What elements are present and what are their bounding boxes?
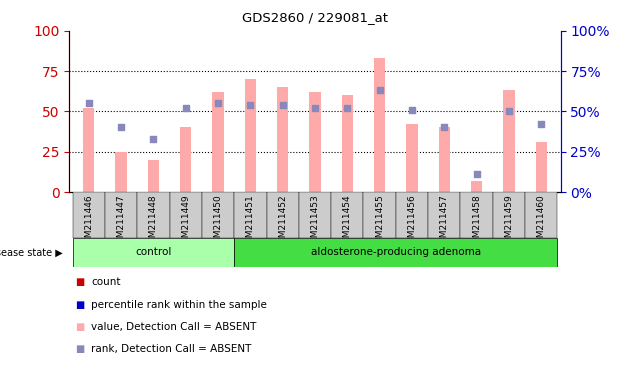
Bar	[493, 192, 525, 238]
Point	[342, 105, 352, 111]
Bar	[202, 192, 234, 238]
Point	[407, 107, 417, 113]
Bar	[374, 58, 386, 192]
Point	[472, 171, 482, 177]
Text: ■: ■	[76, 344, 85, 354]
Point	[504, 108, 514, 114]
Bar	[234, 192, 266, 238]
Text: count: count	[91, 277, 121, 287]
Bar	[396, 192, 428, 238]
Point	[536, 121, 546, 127]
Bar	[536, 142, 547, 192]
Text: percentile rank within the sample: percentile rank within the sample	[91, 300, 267, 310]
Text: ■: ■	[76, 300, 85, 310]
Point	[245, 102, 255, 108]
Bar	[83, 108, 94, 192]
Text: GSM211457: GSM211457	[440, 194, 449, 249]
Bar	[406, 124, 418, 192]
Text: GSM211453: GSM211453	[311, 194, 319, 249]
Bar	[72, 238, 234, 267]
Point	[278, 102, 288, 108]
Text: ■: ■	[76, 277, 85, 287]
Point	[310, 105, 320, 111]
Bar	[115, 152, 127, 192]
Bar	[503, 90, 515, 192]
Bar	[364, 192, 396, 238]
Text: GSM211458: GSM211458	[472, 194, 481, 249]
Bar	[72, 192, 105, 238]
Text: aldosterone-producing adenoma: aldosterone-producing adenoma	[311, 247, 481, 258]
Text: disease state ▶: disease state ▶	[0, 247, 63, 258]
Point	[181, 105, 191, 111]
Point	[213, 100, 223, 106]
Text: GSM211459: GSM211459	[505, 194, 513, 249]
Text: GSM211448: GSM211448	[149, 194, 158, 249]
Bar	[428, 192, 461, 238]
Text: rank, Detection Call = ABSENT: rank, Detection Call = ABSENT	[91, 344, 252, 354]
Bar	[169, 192, 202, 238]
Text: GSM211450: GSM211450	[214, 194, 222, 249]
Point	[375, 87, 385, 93]
Text: GSM211455: GSM211455	[375, 194, 384, 249]
Bar	[266, 192, 299, 238]
Point	[116, 124, 126, 131]
Text: GSM211451: GSM211451	[246, 194, 255, 249]
Bar	[137, 192, 169, 238]
Bar	[309, 92, 321, 192]
Text: GSM211460: GSM211460	[537, 194, 546, 249]
Text: value, Detection Call = ABSENT: value, Detection Call = ABSENT	[91, 322, 257, 332]
Bar	[277, 87, 289, 192]
Text: GSM211452: GSM211452	[278, 194, 287, 249]
Text: GSM211454: GSM211454	[343, 194, 352, 249]
Text: control: control	[135, 247, 171, 258]
Point	[84, 100, 94, 106]
Bar	[212, 92, 224, 192]
Bar	[234, 238, 558, 267]
Bar	[525, 192, 558, 238]
Bar	[331, 192, 364, 238]
Text: GSM211447: GSM211447	[117, 194, 125, 249]
Bar	[438, 127, 450, 192]
Text: GDS2860 / 229081_at: GDS2860 / 229081_at	[242, 12, 388, 25]
Point	[439, 124, 449, 131]
Bar	[299, 192, 331, 238]
Bar	[147, 160, 159, 192]
Bar	[244, 79, 256, 192]
Bar	[180, 127, 192, 192]
Text: GSM211456: GSM211456	[408, 194, 416, 249]
Bar	[105, 192, 137, 238]
Bar	[471, 181, 483, 192]
Text: GSM211449: GSM211449	[181, 194, 190, 249]
Point	[148, 136, 158, 142]
Bar	[461, 192, 493, 238]
Text: GSM211446: GSM211446	[84, 194, 93, 249]
Bar	[341, 95, 353, 192]
Text: ■: ■	[76, 322, 85, 332]
